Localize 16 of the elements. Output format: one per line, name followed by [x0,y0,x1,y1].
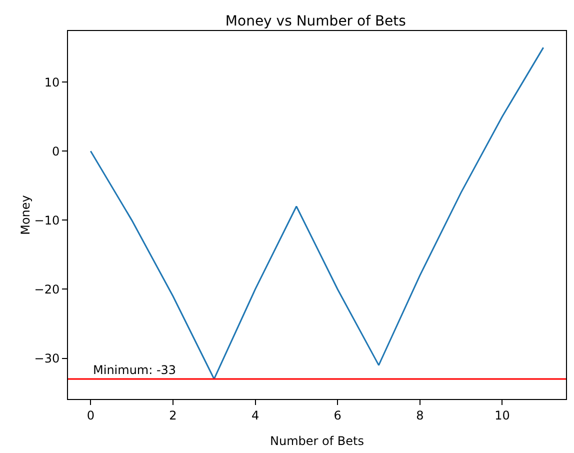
x-axis-title: Number of Bets [270,434,364,448]
y-axis-title: Money [18,195,32,235]
y-tick-label: 0 [52,144,60,158]
annotation: Minimum: -33 [93,363,176,377]
x-tick-label: 8 [416,408,424,422]
chart-title: Money vs Number of Bets [225,14,406,30]
x-tick-label: 6 [334,408,342,422]
y-tick-label: −20 [34,282,60,296]
y-tick-label: −30 [34,351,60,366]
x-tick-label: 2 [169,408,177,422]
y-tick-label: −10 [34,213,60,228]
x-tick-label: 0 [86,408,94,422]
line-series [90,46,544,380]
y-tick-label: 10 [44,75,60,90]
x-tick-label: 10 [494,408,510,422]
x-tick-label: 4 [251,408,260,422]
